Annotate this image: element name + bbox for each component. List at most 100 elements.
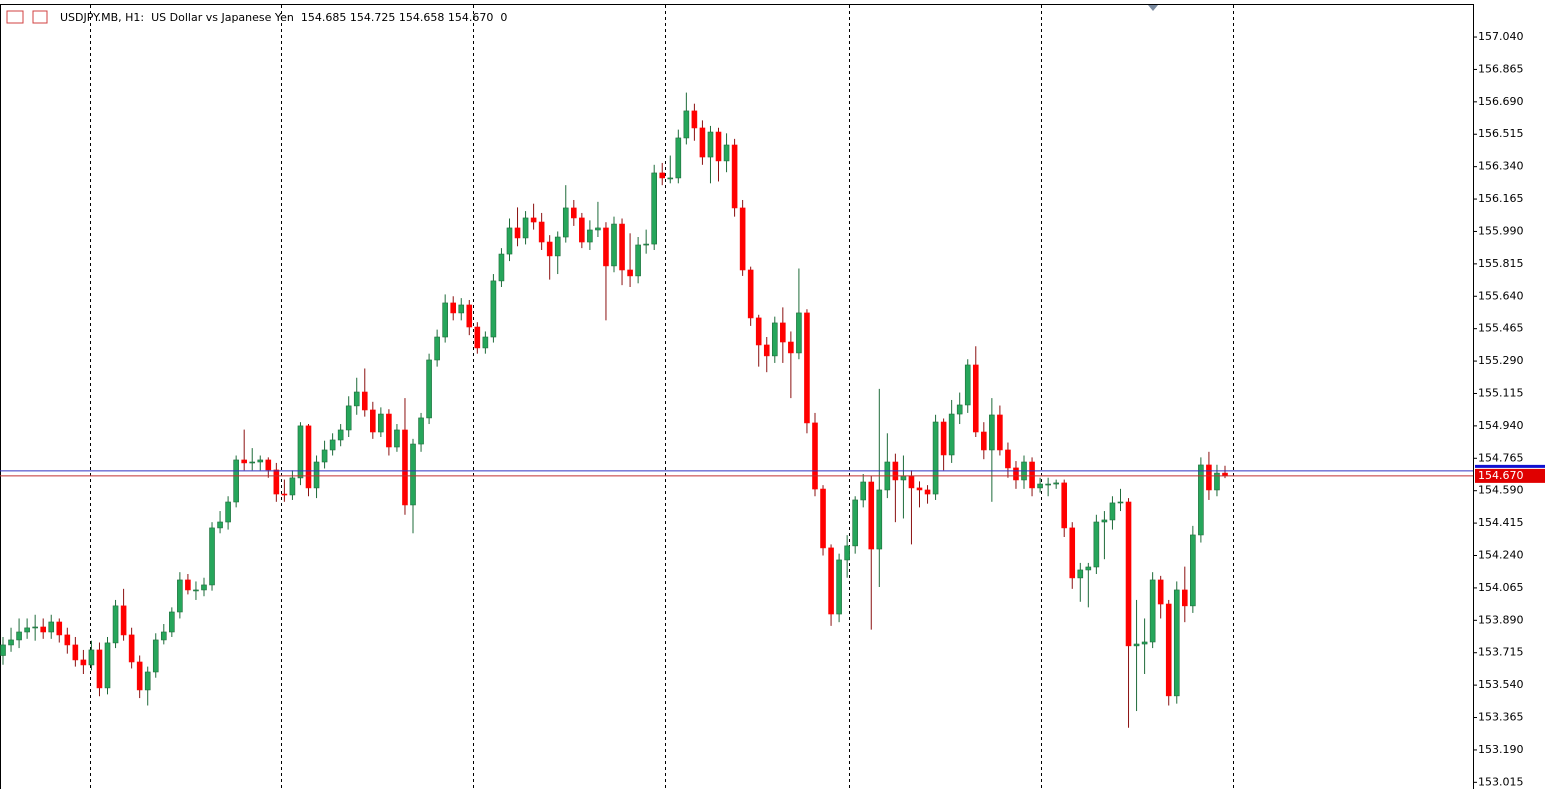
shift-marker — [1148, 5, 1158, 11]
candle-body — [1214, 472, 1220, 491]
candle-body — [538, 221, 545, 243]
y-tick-label: 156.690 — [1478, 95, 1524, 108]
candle-body — [8, 639, 14, 646]
candle-body — [474, 326, 481, 349]
candle-body — [361, 391, 368, 411]
candle-body — [659, 172, 666, 179]
icon — [6, 10, 24, 24]
candle-body — [780, 322, 786, 343]
ask-marker — [1475, 464, 1545, 468]
candle-body — [410, 443, 416, 506]
candle-body — [490, 280, 497, 338]
candle-body — [64, 634, 71, 646]
candle-body — [370, 409, 376, 433]
candle-body — [643, 243, 649, 246]
candle-body — [225, 501, 231, 523]
candle-body — [530, 217, 537, 223]
candle-body — [1157, 579, 1164, 605]
candle-body — [964, 364, 971, 406]
candle-body — [169, 611, 175, 633]
candle-body — [1198, 464, 1204, 536]
candle-body — [345, 405, 352, 431]
candle-body — [378, 413, 384, 433]
y-tick-label: 153.365 — [1478, 711, 1524, 724]
candle-body — [450, 302, 457, 314]
candle-body — [707, 131, 714, 158]
candle-body — [956, 404, 963, 415]
candle-body — [1077, 569, 1084, 579]
candle-body — [771, 322, 778, 357]
candle-body — [88, 649, 95, 666]
candle-body — [587, 229, 593, 243]
candle-body — [80, 659, 87, 666]
plot-frame — [0, 4, 1474, 789]
candle-body — [297, 425, 304, 479]
candle-body — [820, 488, 826, 549]
candle-body — [981, 431, 987, 451]
candle-body — [257, 459, 264, 463]
candle-body — [337, 429, 344, 441]
y-tick-label: 155.115 — [1478, 386, 1524, 399]
candle-body — [972, 364, 979, 433]
y-tick-label: 156.340 — [1478, 160, 1524, 173]
candle-body — [900, 475, 907, 481]
candle-body — [56, 621, 63, 636]
candle-body — [916, 487, 923, 491]
candle-body — [876, 489, 883, 550]
candle-body — [177, 579, 183, 613]
candle-body — [522, 217, 529, 239]
candle-body — [611, 223, 617, 267]
candle-body — [940, 421, 947, 456]
candle-body — [723, 144, 730, 162]
header-icon — [6, 10, 48, 24]
candle-body — [997, 414, 1003, 451]
candle-body — [201, 584, 207, 591]
candle-body — [313, 461, 320, 489]
candle-body — [788, 341, 794, 354]
candle-body — [386, 413, 392, 448]
candle-body — [394, 429, 400, 448]
y-tick-label: 156.165 — [1478, 192, 1524, 205]
candle-body — [804, 312, 810, 424]
candle-body — [924, 489, 931, 495]
candle-body — [249, 461, 256, 464]
candle-body — [482, 336, 489, 349]
y-tick-label: 154.065 — [1478, 581, 1524, 594]
candle-body — [514, 227, 521, 239]
candle-body — [683, 110, 690, 139]
candle-body — [185, 579, 191, 591]
candle-body — [1182, 589, 1188, 607]
candle-body — [281, 493, 288, 496]
candle-body — [989, 414, 995, 451]
candle-body — [571, 207, 577, 219]
icon — [32, 10, 48, 24]
candle-body — [1005, 449, 1011, 469]
candle-body — [796, 312, 802, 354]
price-label: 154.670 — [1478, 469, 1524, 482]
candle-body — [1206, 464, 1212, 491]
y-tick-label: 155.990 — [1478, 224, 1524, 237]
candle-body — [763, 344, 770, 357]
candle-body — [603, 227, 609, 267]
candle-body — [273, 469, 280, 495]
candle-body — [458, 304, 465, 314]
candle-body — [16, 631, 22, 641]
candle-body — [72, 644, 79, 661]
y-tick-label: 153.890 — [1478, 613, 1524, 626]
candle-body — [635, 244, 641, 277]
y-tick-label: 154.765 — [1478, 451, 1524, 464]
candle-body — [289, 477, 296, 496]
y-tick-label: 155.815 — [1478, 257, 1524, 270]
candle-body — [1133, 643, 1140, 647]
candle-body — [209, 527, 215, 586]
candle-body — [120, 605, 127, 636]
price-label-box — [1475, 468, 1545, 483]
candle-body — [1029, 461, 1035, 489]
y-tick-label: 154.940 — [1478, 419, 1524, 432]
y-tick-label: 153.715 — [1478, 646, 1524, 659]
candle-body — [321, 449, 328, 463]
candle-body — [402, 429, 408, 506]
candle-body — [241, 459, 247, 464]
candle-body — [1053, 482, 1059, 485]
candle-body — [466, 304, 473, 328]
